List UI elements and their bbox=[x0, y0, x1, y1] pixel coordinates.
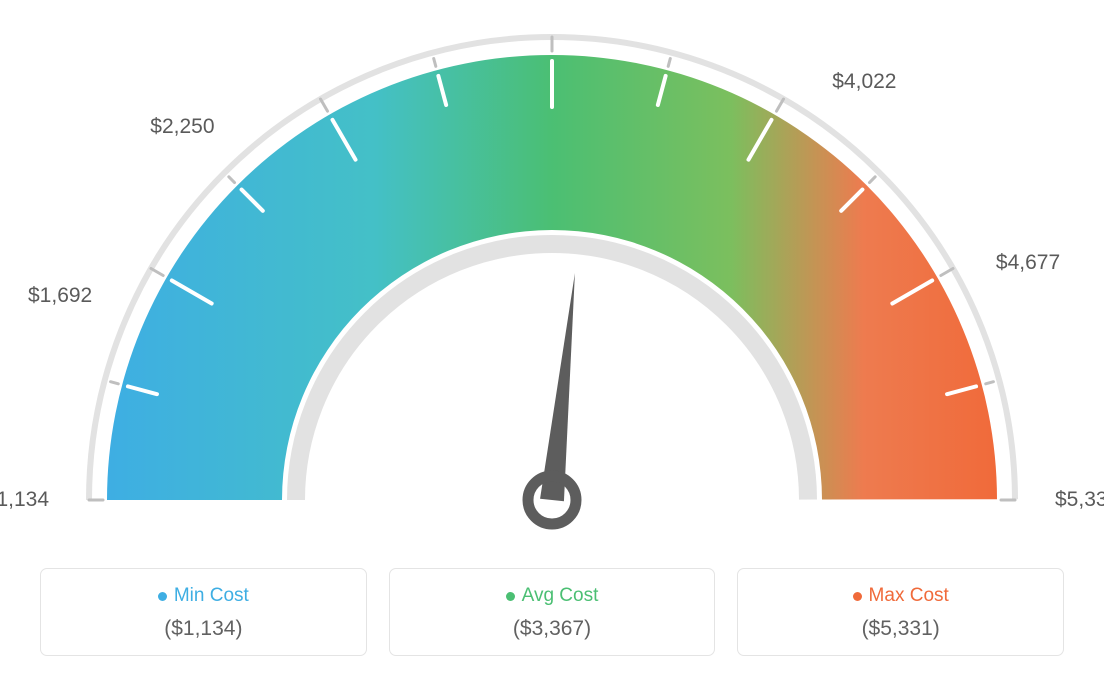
avg-cost-card: Avg Cost ($3,367) bbox=[389, 568, 716, 656]
max-dot-icon bbox=[853, 592, 862, 601]
gauge-tick-label: $1,134 bbox=[0, 488, 49, 512]
min-cost-value: ($1,134) bbox=[51, 617, 356, 641]
min-cost-label-row: Min Cost bbox=[51, 585, 356, 607]
max-cost-label-row: Max Cost bbox=[748, 585, 1053, 607]
max-cost-value: ($5,331) bbox=[748, 617, 1053, 641]
max-cost-card: Max Cost ($5,331) bbox=[737, 568, 1064, 656]
avg-dot-icon bbox=[506, 592, 515, 601]
gauge-tick-label: $4,022 bbox=[832, 70, 896, 94]
avg-cost-label: Avg Cost bbox=[522, 585, 599, 607]
avg-cost-value: ($3,367) bbox=[400, 617, 705, 641]
gauge-svg bbox=[0, 0, 1104, 560]
max-cost-label: Max Cost bbox=[869, 585, 949, 607]
gauge-tick-label: $4,677 bbox=[996, 251, 1060, 275]
gauge-tick-label: $5,331 bbox=[1055, 488, 1104, 512]
min-cost-card: Min Cost ($1,134) bbox=[40, 568, 367, 656]
min-dot-icon bbox=[158, 592, 167, 601]
avg-cost-label-row: Avg Cost bbox=[400, 585, 705, 607]
min-cost-label: Min Cost bbox=[174, 585, 249, 607]
gauge-tick-label: $1,692 bbox=[28, 284, 92, 308]
gauge-container: $1,134$1,692$2,250$3,367$4,022$4,677$5,3… bbox=[0, 0, 1104, 560]
gauge-tick-label: $2,250 bbox=[150, 115, 214, 139]
cost-cards-row: Min Cost ($1,134) Avg Cost ($3,367) Max … bbox=[0, 568, 1104, 656]
